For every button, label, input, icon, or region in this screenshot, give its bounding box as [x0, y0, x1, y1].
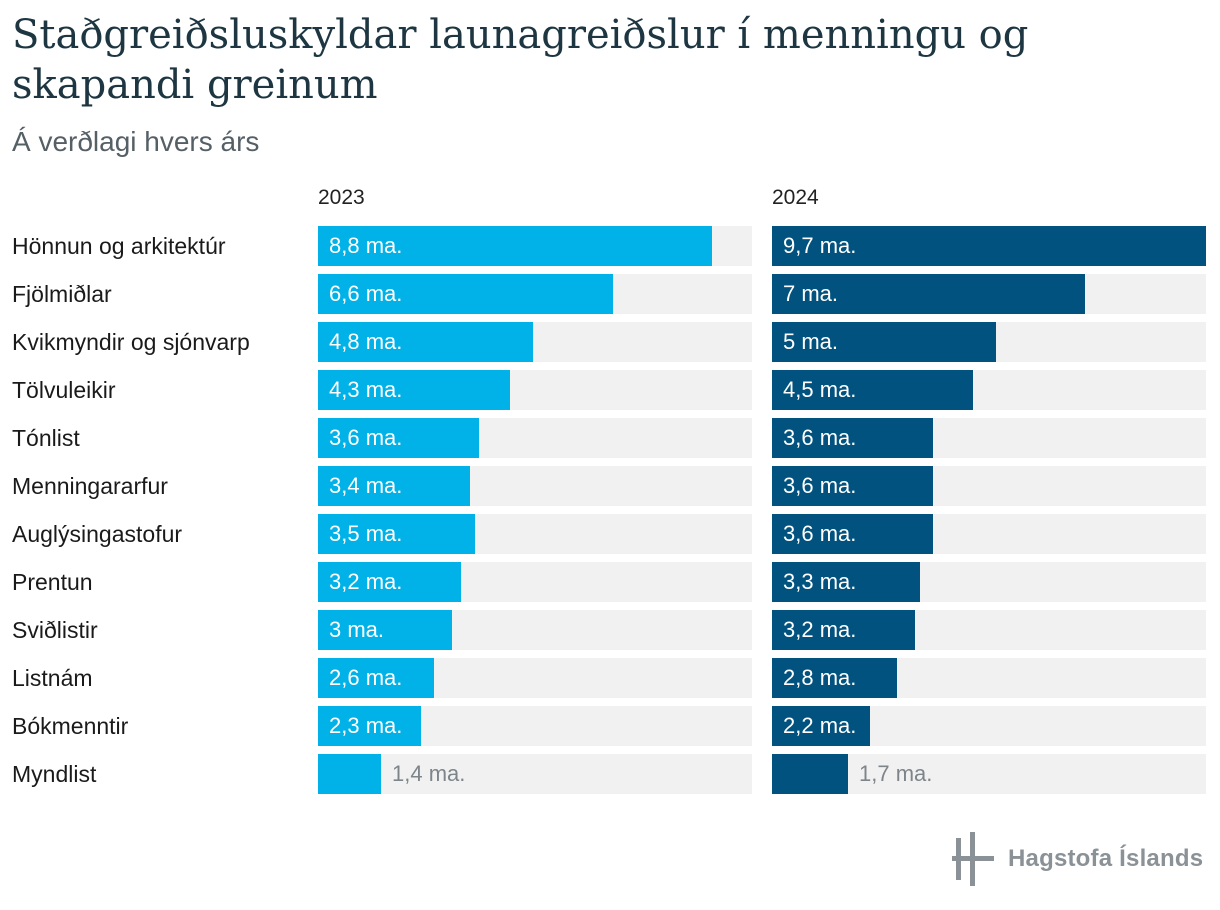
bar-2024: [772, 514, 933, 554]
bar-track: 6,6 ma.: [318, 274, 752, 314]
data-label: 3,4 ma.: [329, 473, 403, 498]
bar-2023: [318, 658, 434, 698]
bar-2024: [772, 610, 915, 650]
category-label: Myndlist: [12, 761, 97, 787]
bar-track: 1,7 ma.: [772, 754, 1206, 794]
bar-track: 7 ma.: [772, 274, 1206, 314]
bar-2024: [772, 322, 996, 362]
data-label: 4,5 ma.: [783, 377, 857, 402]
data-label: 3 ma.: [329, 617, 385, 642]
bar-track: 8,8 ma.: [318, 226, 752, 266]
category-label: Tölvuleikir: [12, 377, 116, 403]
bar-track: 9,7 ma.: [772, 226, 1206, 266]
bar-track: 3,5 ma.: [318, 514, 752, 554]
data-label: 1,4 ma.: [392, 761, 466, 786]
category-label: Hönnun og arkitektúr: [12, 233, 226, 259]
hagstofa-logo-text: Hagstofa Íslands: [1008, 845, 1204, 872]
hagstofa-logo-icon: [952, 832, 994, 886]
bar-track: 3 ma.: [318, 610, 752, 650]
bar-2023: [318, 274, 613, 314]
bar-2023: [318, 322, 533, 362]
bar-2023: [318, 706, 421, 746]
bar-2023: [318, 514, 475, 554]
data-label: 3,6 ma.: [329, 425, 403, 450]
bar-2024: [772, 562, 920, 602]
data-label: 5 ma.: [783, 329, 839, 354]
bar-2024: [772, 658, 897, 698]
data-label: 2,8 ma.: [783, 665, 857, 690]
data-label: 3,6 ma.: [783, 473, 857, 498]
bar-track: 2,6 ma.: [318, 658, 752, 698]
bar-track: 4,5 ma.: [772, 370, 1206, 410]
category-label: Prentun: [12, 569, 93, 595]
bar-track: 3,6 ma.: [318, 418, 752, 458]
bar-2024: [772, 226, 1206, 266]
panel-header-2024: 2024: [772, 186, 819, 209]
bar-track: 3,3 ma.: [772, 562, 1206, 602]
bar-track: 3,2 ma.: [318, 562, 752, 602]
bar-2024: [772, 466, 933, 506]
bar-track: 2,3 ma.: [318, 706, 752, 746]
data-label: 3,2 ma.: [783, 617, 857, 642]
data-label: 6,6 ma.: [329, 281, 403, 306]
bar-track: 3,4 ma.: [318, 466, 752, 506]
category-label: Bókmenntir: [12, 713, 129, 739]
bar-track: 3,6 ma.: [772, 418, 1206, 458]
bar-track: 4,8 ma.: [318, 322, 752, 362]
chart-subtitle: Á verðlagi hvers árs: [12, 126, 260, 157]
data-label: 2,3 ma.: [329, 713, 403, 738]
data-label: 2,2 ma.: [783, 713, 857, 738]
chart-title: Staðgreiðsluskyldar launagreiðslur í men…: [12, 12, 1029, 108]
bar-2023: [318, 466, 470, 506]
panel-header-2023: 2023: [318, 186, 365, 209]
bar-2023: [318, 226, 712, 266]
data-label: 7 ma.: [783, 281, 839, 306]
bar-track: 3,6 ma.: [772, 514, 1206, 554]
category-label: Tónlist: [12, 425, 80, 451]
data-label: 3,3 ma.: [783, 569, 857, 594]
bar-2023: [318, 754, 381, 794]
data-label: 3,2 ma.: [329, 569, 403, 594]
bar-2023: [318, 562, 461, 602]
bar-2024: [772, 274, 1085, 314]
bar-track: 2,2 ma.: [772, 706, 1206, 746]
category-label: Fjölmiðlar: [12, 281, 112, 307]
category-label: Menningararfur: [12, 473, 168, 499]
bar-track: 5 ma.: [772, 322, 1206, 362]
category-label: Auglýsingastofur: [12, 521, 183, 547]
bar-2024: [772, 754, 848, 794]
category-label: Listnám: [12, 665, 93, 691]
bar-track: 4,3 ma.: [318, 370, 752, 410]
bar-2023: [318, 370, 510, 410]
hagstofa-logo: Hagstofa Íslands: [952, 832, 1203, 886]
bar-2023: [318, 610, 452, 650]
data-label: 1,7 ma.: [859, 761, 933, 786]
data-label: 8,8 ma.: [329, 233, 403, 258]
bar-track: 3,6 ma.: [772, 466, 1206, 506]
bar-track: 3,2 ma.: [772, 610, 1206, 650]
category-label: Kvikmyndir og sjónvarp: [12, 329, 250, 355]
bar-2024: [772, 418, 933, 458]
data-label: 2,6 ma.: [329, 665, 403, 690]
data-label: 4,8 ma.: [329, 329, 403, 354]
bar-2024: [772, 370, 973, 410]
data-label: 4,3 ma.: [329, 377, 403, 402]
bar-2024: [772, 706, 870, 746]
bar-track: 2,8 ma.: [772, 658, 1206, 698]
bar-track: 1,4 ma.: [318, 754, 752, 794]
data-label: 3,6 ma.: [783, 425, 857, 450]
bar-2023: [318, 418, 479, 458]
data-label: 3,5 ma.: [329, 521, 403, 546]
data-label: 3,6 ma.: [783, 521, 857, 546]
category-label: Sviðlistir: [12, 617, 98, 643]
data-label: 9,7 ma.: [783, 233, 857, 258]
